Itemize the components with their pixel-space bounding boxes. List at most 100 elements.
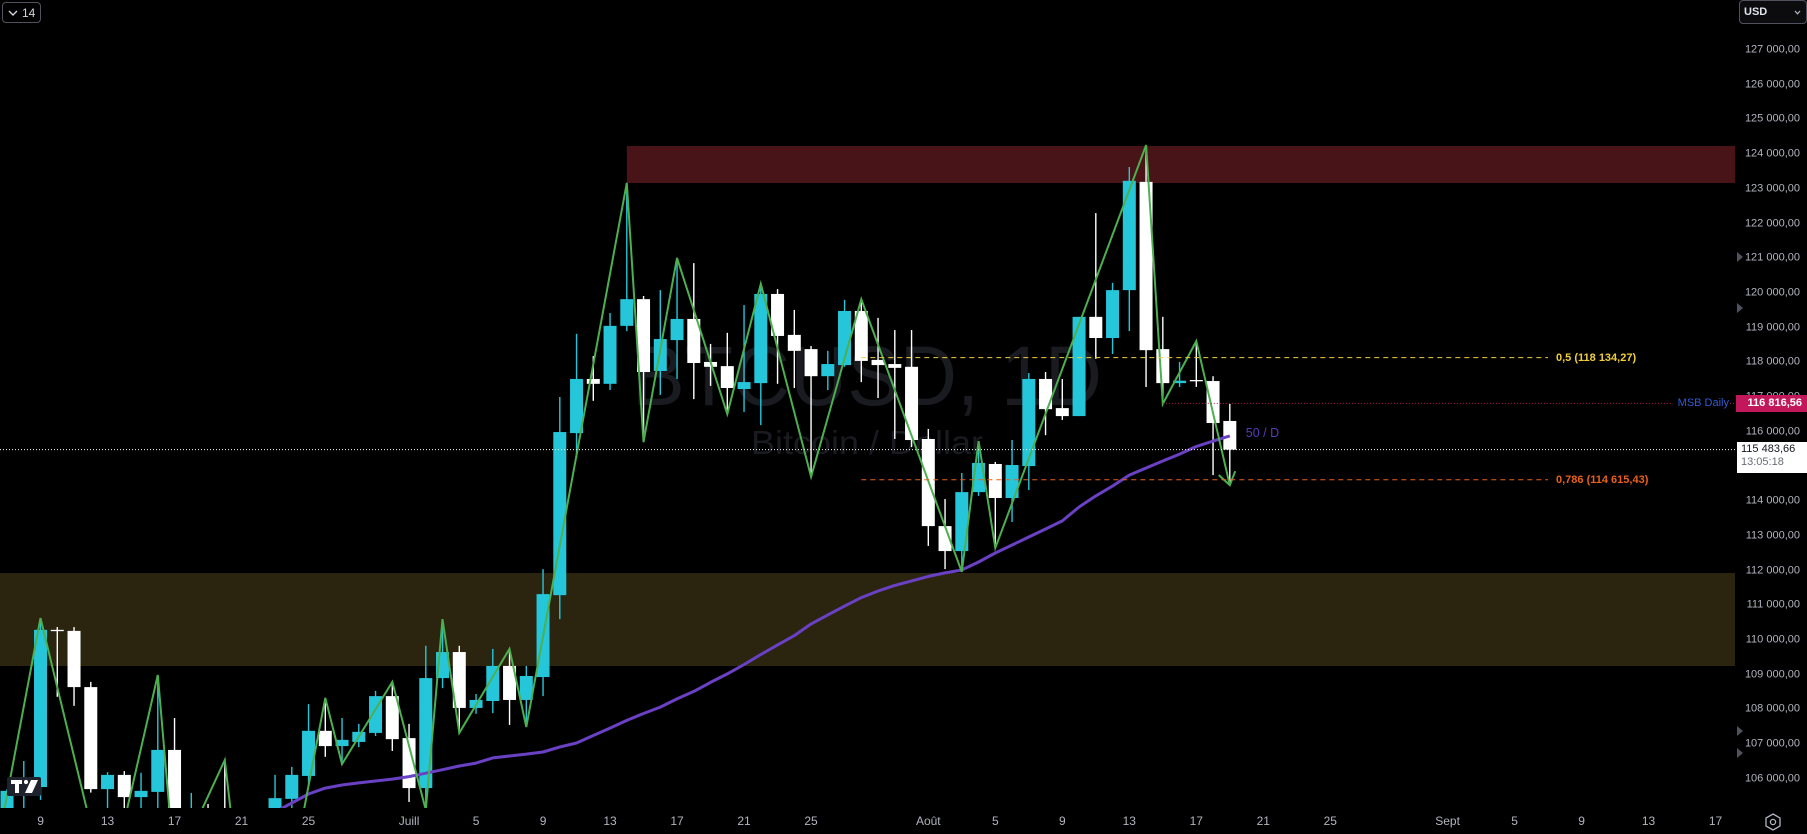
- time-axis-label: 9: [1058, 814, 1066, 828]
- candle-down: [1139, 145, 1153, 387]
- candle-up: [190, 792, 192, 808]
- candle-body: [1106, 290, 1120, 339]
- support-zone[interactable]: [0, 573, 1735, 667]
- candle-body: [771, 293, 785, 336]
- zones-layer: [0, 146, 1735, 667]
- time-axis-label: Juill: [398, 814, 420, 828]
- price-axis-label: 124 000,00: [1744, 147, 1800, 160]
- resistance-zone[interactable]: [626, 146, 1735, 184]
- time-axis-label: 13: [1122, 814, 1136, 828]
- candle-up: [519, 665, 533, 728]
- price-axis-label: 127 000,00: [1744, 43, 1800, 56]
- candle-body: [1223, 420, 1237, 450]
- ma-50-line[interactable]: [275, 434, 1231, 808]
- price-axis-label: 112 000,00: [1745, 564, 1800, 576]
- candle-up: [754, 283, 768, 426]
- candle-down: [84, 681, 98, 793]
- time-axis-label: 17: [167, 814, 182, 828]
- time-axis-label: 25: [1323, 814, 1337, 828]
- price-axis-label: 118 000,00: [1745, 355, 1800, 368]
- candle-down: [67, 627, 81, 706]
- candle-up: [1072, 316, 1086, 417]
- price-axis-marker-icon[interactable]: [1737, 748, 1743, 758]
- candle-body: [268, 798, 282, 808]
- price-axis-label: 110 000,00: [1745, 633, 1800, 646]
- candle-up: [955, 473, 969, 572]
- candle-body: [101, 774, 115, 790]
- zigzag-line[interactable]: [0, 144, 1231, 808]
- price-axis-label: 121 000,00: [1744, 251, 1800, 264]
- candle-down: [224, 759, 226, 808]
- time-axis-label: 21: [1256, 814, 1270, 828]
- candle-down: [503, 648, 517, 725]
- candle-body: [1005, 465, 1019, 498]
- time-axis-label: 21: [737, 814, 751, 828]
- candle-body: [335, 739, 349, 747]
- time-axis-label: 13: [1641, 814, 1656, 828]
- candle-body: [168, 749, 182, 808]
- price-axis-marker-icon[interactable]: [1737, 303, 1743, 313]
- candle-body: [50, 629, 64, 632]
- candle-down: [318, 697, 332, 757]
- candle-up: [570, 333, 584, 459]
- candle-up: [737, 305, 751, 412]
- candle-down: [687, 263, 701, 400]
- time-axis[interactable]: 9 13 17 21 25 Juill 5 9 13 17 21 25 Août 5 9 13 17 21 25 Se…: [0, 808, 1735, 834]
- candle-body: [486, 665, 500, 701]
- tradingview-logo-icon[interactable]: [7, 777, 41, 796]
- candle-up: [1106, 282, 1120, 354]
- price-axis-label: 122 000,00: [1744, 217, 1800, 229]
- price-axis-label: 107 000,00: [1744, 737, 1800, 750]
- legend-collapse-button[interactable]: 14: [2, 2, 41, 23]
- time-axis-label: 5: [472, 814, 480, 828]
- candle-body: [285, 774, 299, 799]
- last-price-value: 115 483,66: [1741, 442, 1796, 455]
- candle-up: [268, 774, 282, 808]
- candle-body: [687, 318, 701, 364]
- price-axis-label: 125 000,00: [1744, 112, 1800, 125]
- candle-body: [938, 526, 952, 552]
- price-axis-marker-icon[interactable]: [1737, 252, 1743, 262]
- candle-down: [452, 645, 466, 733]
- candle-down: [905, 330, 919, 447]
- time-axis-label: 9: [37, 814, 44, 828]
- time-axis-label: 13: [603, 814, 617, 828]
- candle-down: [168, 717, 182, 808]
- candle-up: [101, 772, 115, 808]
- candle-body: [1139, 181, 1153, 351]
- candle-down: [871, 317, 885, 399]
- candle-down: [921, 428, 935, 546]
- zigzag-layer: [0, 144, 1237, 808]
- price-axis[interactable]: 127 000,00 126 000,00 125 000,00 124 000,00…: [1735, 0, 1807, 808]
- candle-up: [34, 618, 48, 800]
- candle-down: [385, 681, 399, 751]
- candle-body: [318, 730, 332, 747]
- candle-body: [503, 665, 517, 700]
- candle-body: [1173, 380, 1187, 384]
- price-axis-label: 106 000,00: [1744, 772, 1800, 785]
- candle-body: [84, 687, 98, 790]
- candle-body: [787, 334, 801, 351]
- candle-body: [1156, 349, 1170, 384]
- candle-body: [838, 310, 852, 366]
- fib-level-label-0-5: 0,5 (118 134,27): [1556, 351, 1637, 364]
- chart-settings-button[interactable]: [1762, 811, 1784, 833]
- currency-select[interactable]: USD: [1739, 0, 1807, 24]
- candle-body: [1122, 180, 1136, 291]
- price-axis-label: 114 000,00: [1745, 494, 1800, 507]
- time-axis-label: 13: [100, 814, 115, 828]
- candle-up: [603, 313, 617, 391]
- candle-down: [1223, 403, 1237, 486]
- candle-down: [854, 299, 868, 383]
- price-axis-marker-icon[interactable]: [1737, 726, 1743, 736]
- candle-down: [787, 309, 801, 388]
- candle-down: [804, 345, 818, 477]
- time-axis-label: Août: [915, 814, 941, 828]
- candle-down: [720, 332, 734, 415]
- candle-body: [1022, 378, 1036, 467]
- chart-pane[interactable]: BTCUSD, 1D Bitcoin / Dollar: [0, 0, 1735, 808]
- currency-value: USD: [1744, 6, 1768, 18]
- candle-body: [1055, 408, 1069, 417]
- time-axis-label: Sept: [1435, 814, 1460, 828]
- candle-down: [938, 499, 952, 570]
